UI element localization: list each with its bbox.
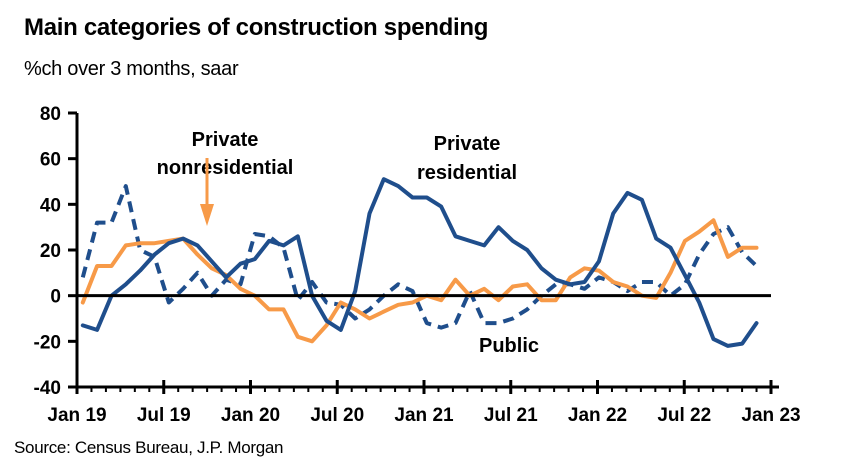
source-note: Source: Census Bureau, J.P. Morgan <box>14 438 284 457</box>
y-tick-label: 40 <box>40 195 61 216</box>
x-tick-label: Jul 21 <box>484 405 538 426</box>
axes-layer: 80 60 40 20 0 -20 -40 Jan 19 Jul 19 Jan 20 Jul 20 J… <box>34 104 801 426</box>
annotation-text: Private <box>192 129 259 151</box>
chart-subtitle: %ch over 3 months, saar <box>24 58 239 80</box>
x-tick-label: Jul 22 <box>657 405 711 426</box>
annotation-arrow-head-icon <box>200 204 214 226</box>
annotation-text: Private <box>434 133 501 155</box>
series-line-public <box>80 184 758 330</box>
y-tick-label: -40 <box>34 378 61 399</box>
x-tick-label: Jul 20 <box>310 405 364 426</box>
annotation-public: Public <box>479 335 539 357</box>
x-tick-label: Jan 20 <box>221 405 280 426</box>
chart-title: Main categories of construction spending <box>24 14 489 41</box>
annotation-text: nonresidential <box>157 157 294 179</box>
y-tick-label: 60 <box>40 150 61 171</box>
y-tick-label: 0 <box>50 287 61 308</box>
annotation-private-nonresidential: Private nonresidential <box>157 129 294 226</box>
annotation-private-residential: Private residential <box>417 133 517 184</box>
annotation-layer: PrivatenonresidentialPrivateresidentialP… <box>157 129 539 357</box>
y-tick-label: 80 <box>40 104 61 125</box>
x-tick-label: Jul 19 <box>137 405 191 426</box>
series-layer <box>80 177 759 348</box>
annotation-text: Public <box>479 335 539 357</box>
y-tick-label: -20 <box>34 332 61 353</box>
y-tick-label: 20 <box>40 241 61 262</box>
series-line-private-residential <box>80 177 759 348</box>
x-tick-label: Jan 19 <box>47 405 106 426</box>
annotation-text: residential <box>417 162 517 184</box>
x-tick-label: Jan 22 <box>568 405 627 426</box>
x-tick-label: Jan 21 <box>394 405 454 426</box>
x-tick-label: Jan 23 <box>741 405 800 426</box>
